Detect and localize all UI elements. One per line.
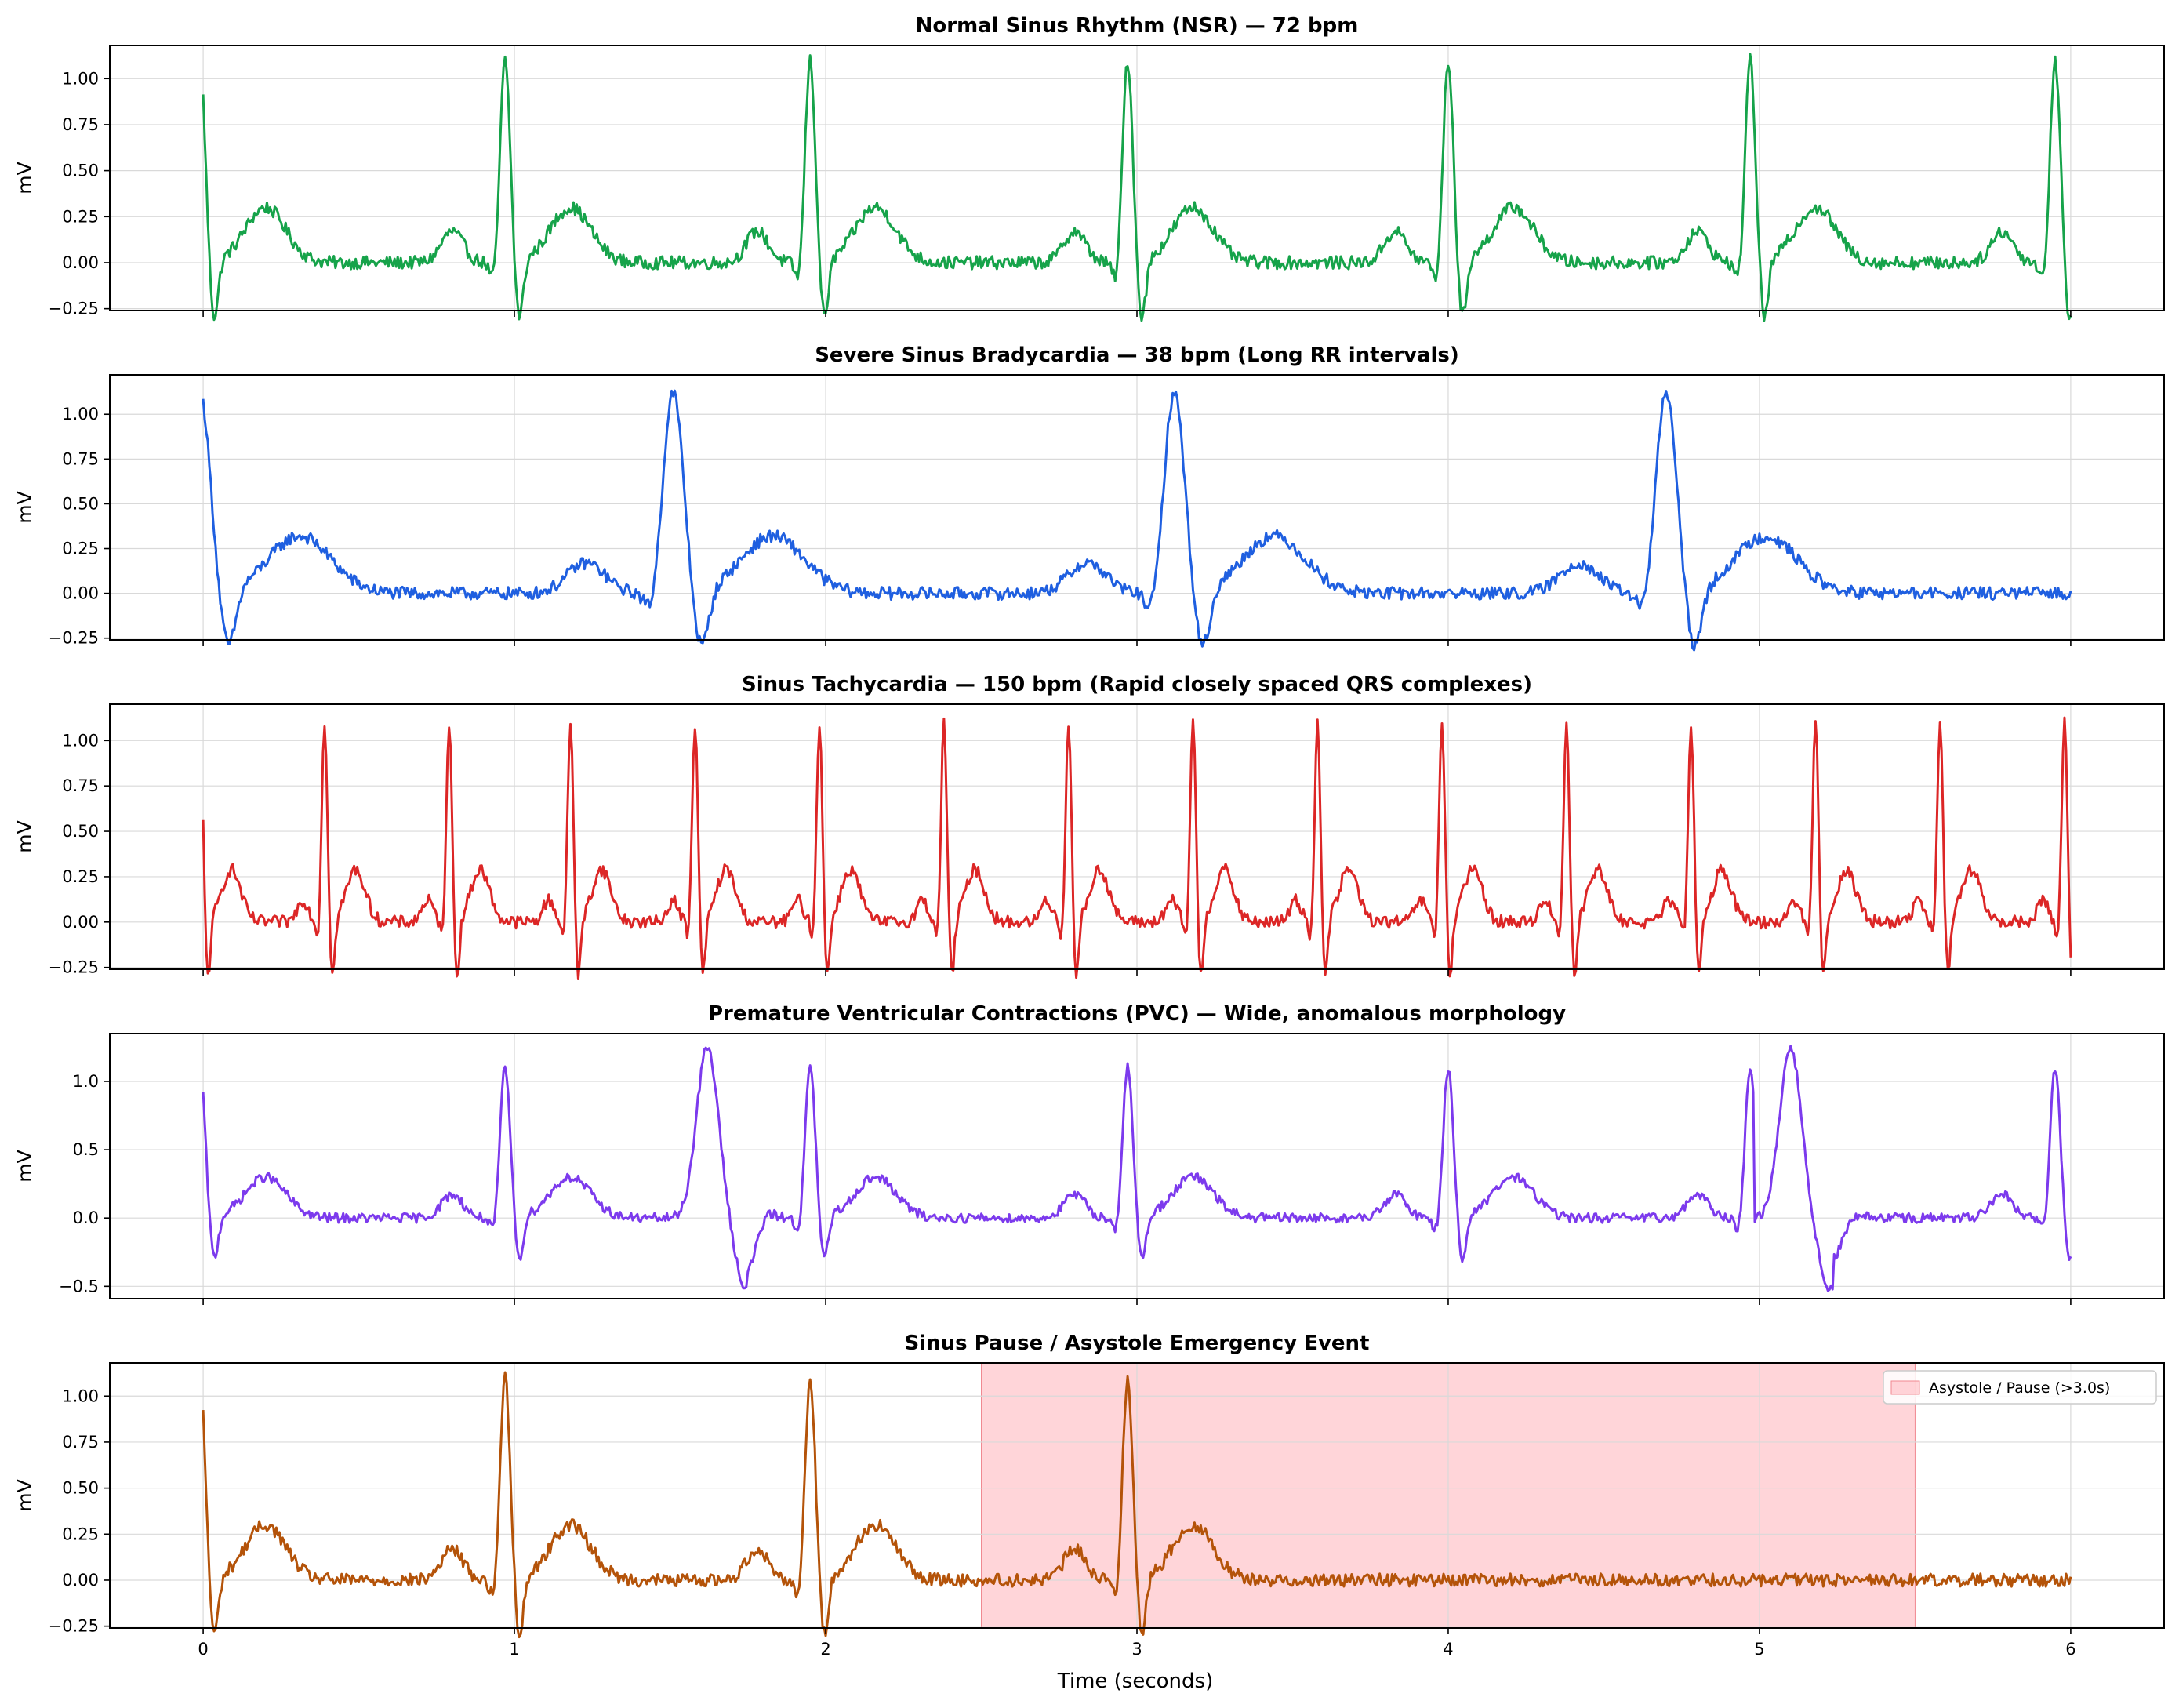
y-tick-label: 0.50	[62, 822, 99, 841]
y-tick-label: 0.50	[62, 1479, 99, 1498]
legend: Asystole / Pause (>3.0s)	[1883, 1370, 2157, 1405]
y-tick-label: 1.00	[62, 731, 99, 750]
y-tick-label: 0.50	[62, 162, 99, 180]
ecg-trace-line	[202, 389, 2072, 652]
x-tick-label: 3	[1131, 1640, 1142, 1659]
x-tick-label: 4	[1443, 1640, 1453, 1659]
panel-title: Sinus Pause / Asystole Emergency Event	[905, 1332, 1370, 1355]
y-tick-label: 0.0	[73, 1208, 99, 1227]
y-axis-label: mV	[13, 1150, 36, 1182]
y-tick-label: 0.00	[62, 1571, 99, 1590]
y-tick-label: 0.75	[62, 776, 99, 795]
x-tick-label: 2	[820, 1640, 830, 1659]
ecg-trace-line	[202, 1045, 2072, 1292]
y-axis-label: mV	[13, 491, 36, 523]
y-tick-label: 0.00	[62, 253, 99, 272]
chart-panel-3: −0.25 0.00 0.25 0.50 0.75 1.00 Sinus Tachycard…	[13, 673, 2165, 980]
y-axis-label: mV	[13, 820, 36, 852]
y-tick-label: 1.00	[62, 1386, 99, 1405]
x-tick-label: 1	[509, 1640, 519, 1659]
y-tick-label: 1.00	[62, 405, 99, 423]
ecg-trace-line	[202, 716, 2072, 980]
y-tick-label: 0.75	[62, 1433, 99, 1452]
ecg-trace-line	[202, 53, 2072, 322]
y-tick-label: −0.5	[59, 1277, 99, 1296]
y-tick-label: 0.00	[62, 584, 99, 603]
y-axis-label: mV	[13, 162, 36, 194]
y-tick-label: 0.00	[62, 913, 99, 932]
y-tick-label: 0.25	[62, 867, 99, 886]
y-tick-label: 0.75	[62, 115, 99, 134]
ecg-trace-line	[202, 1371, 2072, 1639]
y-tick-label: 0.5	[73, 1140, 99, 1159]
y-tick-label: 1.0	[73, 1072, 99, 1091]
y-tick-label: −0.25	[49, 958, 99, 977]
y-tick-label: 0.75	[62, 449, 99, 468]
y-tick-label: 1.00	[62, 69, 99, 88]
panel-title: Normal Sinus Rhythm (NSR) — 72 bpm	[916, 14, 1359, 38]
panel-title: Premature Ventricular Contractions (PVC)…	[708, 1002, 1566, 1026]
chart-panel-4: −0.5 0.0 0.5 1.0 Premature Ventricular Contr…	[13, 1002, 2165, 1305]
y-tick-label: 0.50	[62, 494, 99, 513]
y-tick-label: 0.25	[62, 540, 99, 558]
x-tick-label: 6	[2065, 1640, 2075, 1659]
chart-panel-5: 0 1 2 3 4 5 6 −0.25 0.00 0.25 0.50 0.75 1.00 Sinus Pa…	[13, 1332, 2165, 1659]
panel-title: Sinus Tachycardia — 150 bpm (Rapid close…	[742, 673, 1532, 696]
legend-label: Asystole / Pause (>3.0s)	[1929, 1379, 2110, 1397]
y-tick-label: 0.25	[62, 1524, 99, 1543]
legend-swatch	[1890, 1380, 1920, 1395]
chart-panel-1: −0.25 0.00 0.25 0.50 0.75 1.00 Normal Sinus Rh…	[13, 14, 2165, 322]
chart-panel-2: −0.25 0.00 0.25 0.50 0.75 1.00 Severe Sinus Br…	[13, 343, 2165, 652]
y-axis-label: mV	[13, 1479, 36, 1511]
y-tick-label: −0.25	[49, 1617, 99, 1636]
x-axis-label: Time (seconds)	[1057, 1670, 1213, 1693]
y-tick-label: −0.25	[49, 629, 99, 648]
x-tick-label: 5	[1754, 1640, 1764, 1659]
x-tick-label: 0	[198, 1640, 208, 1659]
y-tick-label: −0.25	[49, 300, 99, 318]
panel-title: Severe Sinus Bradycardia — 38 bpm (Long …	[815, 343, 1459, 367]
y-tick-label: 0.25	[62, 207, 99, 226]
legend-box	[1883, 1370, 2157, 1405]
